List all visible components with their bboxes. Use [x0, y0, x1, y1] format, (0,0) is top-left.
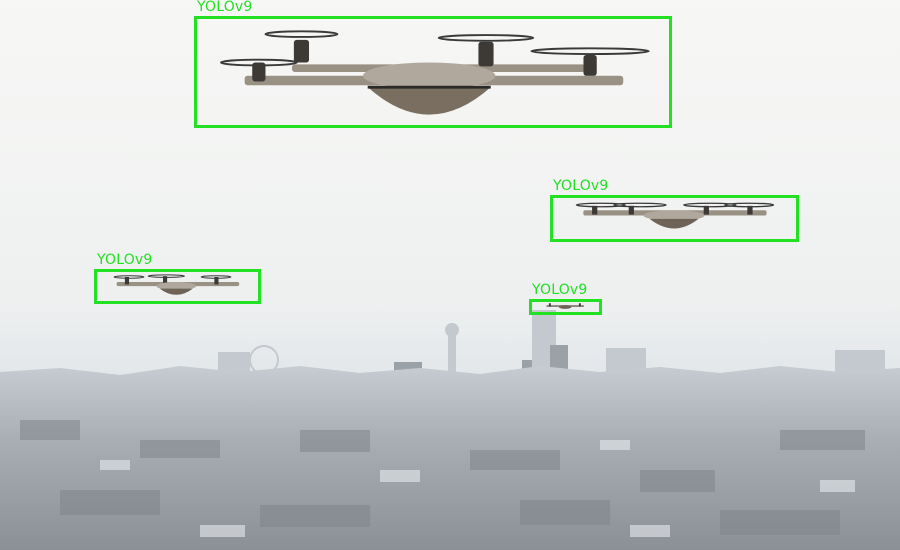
drone-icon — [546, 303, 584, 309]
detection-box: YOLOv9 — [194, 0, 672, 128]
detection-box: YOLOv9 — [529, 282, 602, 315]
drone-icon — [113, 274, 240, 295]
detection-label: YOLOv9 — [197, 0, 253, 15]
drone-icon — [220, 30, 650, 115]
detection-label: YOLOv9 — [553, 178, 609, 194]
drone-icon — [575, 202, 775, 229]
detection-box: YOLOv9 — [550, 178, 799, 242]
detection-box: YOLOv9 — [94, 252, 261, 304]
detection-label: YOLOv9 — [532, 282, 588, 298]
detection-label: YOLOv9 — [97, 252, 153, 268]
